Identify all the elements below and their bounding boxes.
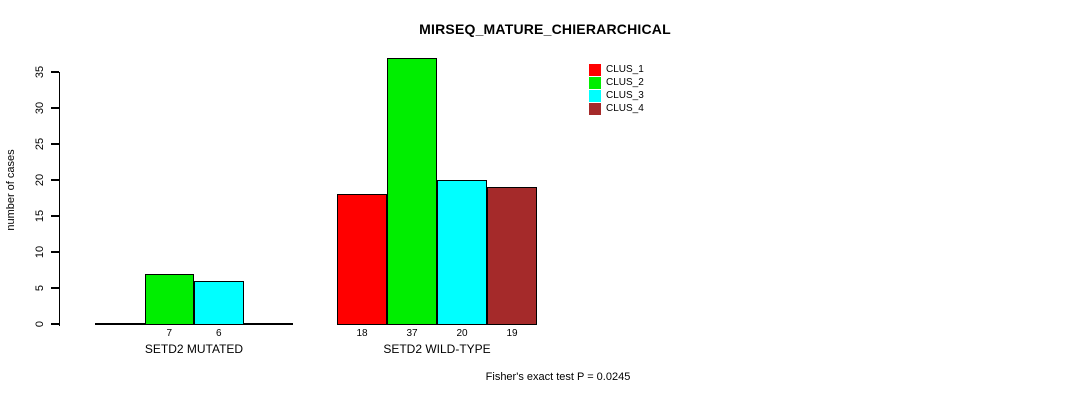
bar-value-label: 6 xyxy=(215,328,222,339)
y-tick-label: 35 xyxy=(34,65,46,79)
y-axis-label: number of cases xyxy=(5,149,17,231)
y-tick xyxy=(50,287,59,289)
legend-label: CLUS_3 xyxy=(606,90,644,101)
y-axis-line xyxy=(58,72,60,326)
bar-CLUS_1 xyxy=(337,194,387,325)
legend-label: CLUS_2 xyxy=(606,77,644,88)
legend-label: CLUS_4 xyxy=(606,103,644,114)
legend-swatch-CLUS_4 xyxy=(589,102,601,115)
bar-value-label: 37 xyxy=(406,328,418,339)
group-label: SETD2 MUTATED xyxy=(144,342,244,356)
legend-item-CLUS_4: CLUS_4 xyxy=(589,102,644,115)
bar-CLUS_2 xyxy=(144,273,194,325)
y-tick xyxy=(50,143,59,145)
y-tick-label: 30 xyxy=(34,101,46,115)
y-tick xyxy=(50,179,59,181)
y-tick xyxy=(50,71,59,73)
legend-item-CLUS_2: CLUS_2 xyxy=(589,76,644,89)
legend-item-CLUS_3: CLUS_3 xyxy=(589,89,644,102)
bar-CLUS_4 xyxy=(487,187,537,325)
bar-value-label: 19 xyxy=(506,328,518,339)
bar-CLUS_3 xyxy=(437,180,487,325)
bar-CLUS_2 xyxy=(387,57,437,325)
group-label: SETD2 WILD-TYPE xyxy=(383,342,491,356)
y-tick xyxy=(50,215,59,217)
y-tick xyxy=(50,107,59,109)
chart-title: MIRSEQ_MATURE_CHIERARCHICAL xyxy=(419,21,671,37)
y-tick-label: 25 xyxy=(34,137,46,151)
y-tick-label: 5 xyxy=(34,284,46,292)
legend-swatch-CLUS_2 xyxy=(589,76,601,89)
y-tick-label: 15 xyxy=(34,209,46,223)
legend-swatch-CLUS_3 xyxy=(589,89,601,102)
bar-value-label: 18 xyxy=(356,328,368,339)
bar-value-label: 7 xyxy=(166,328,173,339)
legend-swatch-CLUS_1 xyxy=(589,63,601,76)
y-tick xyxy=(50,323,59,325)
legend-item-CLUS_1: CLUS_1 xyxy=(589,63,644,76)
legend-label: CLUS_1 xyxy=(606,64,644,75)
legend: CLUS_1 CLUS_2 CLUS_3 CLUS_4 xyxy=(589,63,644,115)
y-tick-label: 10 xyxy=(34,245,46,259)
bar-CLUS_3 xyxy=(194,280,244,325)
y-tick xyxy=(50,251,59,253)
footnote-fisher-test: Fisher's exact test P = 0.0245 xyxy=(485,371,631,383)
bar-value-label: 20 xyxy=(456,328,468,339)
y-tick-label: 0 xyxy=(34,320,46,328)
y-tick-label: 20 xyxy=(34,173,46,187)
